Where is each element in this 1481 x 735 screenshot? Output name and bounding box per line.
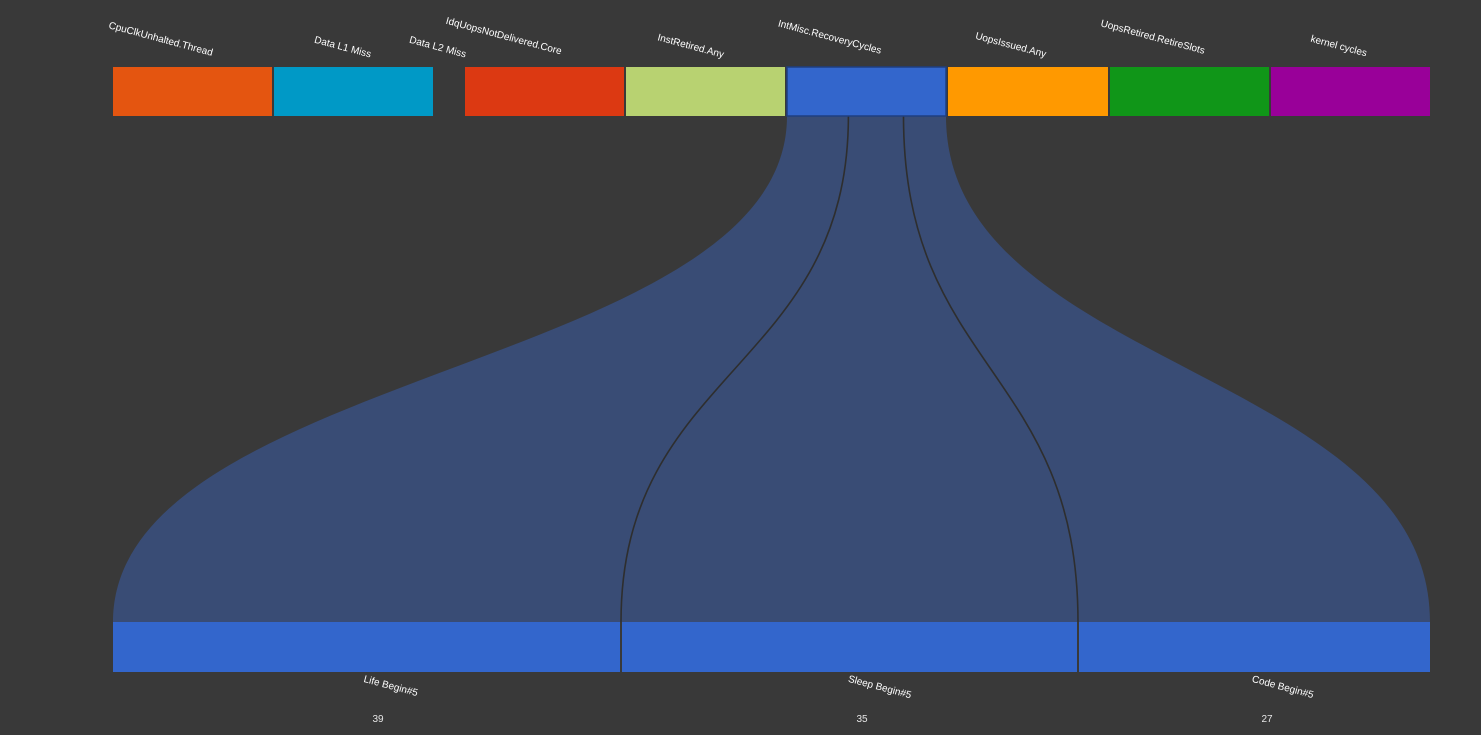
flow-ribbon-life-begin-5[interactable] xyxy=(113,116,849,622)
top-label-uopsissued-any: UopsIssued.Any xyxy=(974,31,1047,60)
flow-ribbons xyxy=(113,115,1430,623)
top-label-kernel-cycles: kernel cycles xyxy=(1309,34,1368,60)
top-bar-idquopsnotdelivered-core[interactable] xyxy=(465,67,624,116)
top-label-cpuclkunhalted-thread: CpuClkUnhalted.Thread xyxy=(107,20,213,58)
flow-ribbon-sleep-begin-5[interactable] xyxy=(621,116,1078,622)
top-bar-intmisc-recoverycycles[interactable] xyxy=(786,66,947,117)
top-bar-data-l2-miss[interactable] xyxy=(433,67,465,116)
top-bar-uopsissued-any[interactable] xyxy=(948,67,1108,116)
flow-divider xyxy=(620,115,850,623)
bottom-bar-life-begin-5[interactable] xyxy=(113,622,621,672)
top-category-bars xyxy=(113,66,1430,117)
bottom-label-life-begin-5: Life Begin#5 xyxy=(362,674,419,699)
bottom-count-sleep-begin-5: 35 xyxy=(856,714,868,725)
top-label-data-l2-miss: Data L2 Miss xyxy=(408,35,467,61)
bottom-count-life-begin-5: 39 xyxy=(372,714,384,725)
flow-divider xyxy=(902,115,1079,623)
bottom-bar-code-begin-5[interactable] xyxy=(1078,622,1430,672)
top-bar-instretired-any[interactable] xyxy=(626,67,785,116)
top-label-uopsretired-retireslots: UopsRetired.RetireSlots xyxy=(1099,18,1205,56)
top-bar-uopsretired-retireslots[interactable] xyxy=(1110,67,1269,116)
bottom-category-labels: Life Begin#5 39 Sleep Begin#5 35 Code Begin#… xyxy=(362,674,1315,725)
top-bar-kernel-cycles[interactable] xyxy=(1271,67,1430,116)
top-label-data-l1-miss: Data L1 Miss xyxy=(313,35,372,61)
top-label-intmisc-recoverycycles: IntMisc.RecoveryCycles xyxy=(777,18,883,56)
bottom-label-sleep-begin-5: Sleep Begin#5 xyxy=(847,674,913,702)
top-bar-data-l1-miss[interactable] xyxy=(274,67,433,116)
top-label-instretired-any: InstRetired.Any xyxy=(656,32,725,60)
bottom-category-bars xyxy=(113,622,1430,672)
top-bar-cpuclkunhalted-thread[interactable] xyxy=(113,67,272,116)
bottom-bar-sleep-begin-5[interactable] xyxy=(621,622,1078,672)
flow-ribbon-code-begin-5[interactable] xyxy=(903,116,1430,622)
top-category-labels: CpuClkUnhalted.Thread Data L1 Miss Data L2… xyxy=(107,16,1368,61)
bottom-count-code-begin-5: 27 xyxy=(1261,714,1273,725)
bottom-label-code-begin-5: Code Begin#5 xyxy=(1251,674,1315,701)
